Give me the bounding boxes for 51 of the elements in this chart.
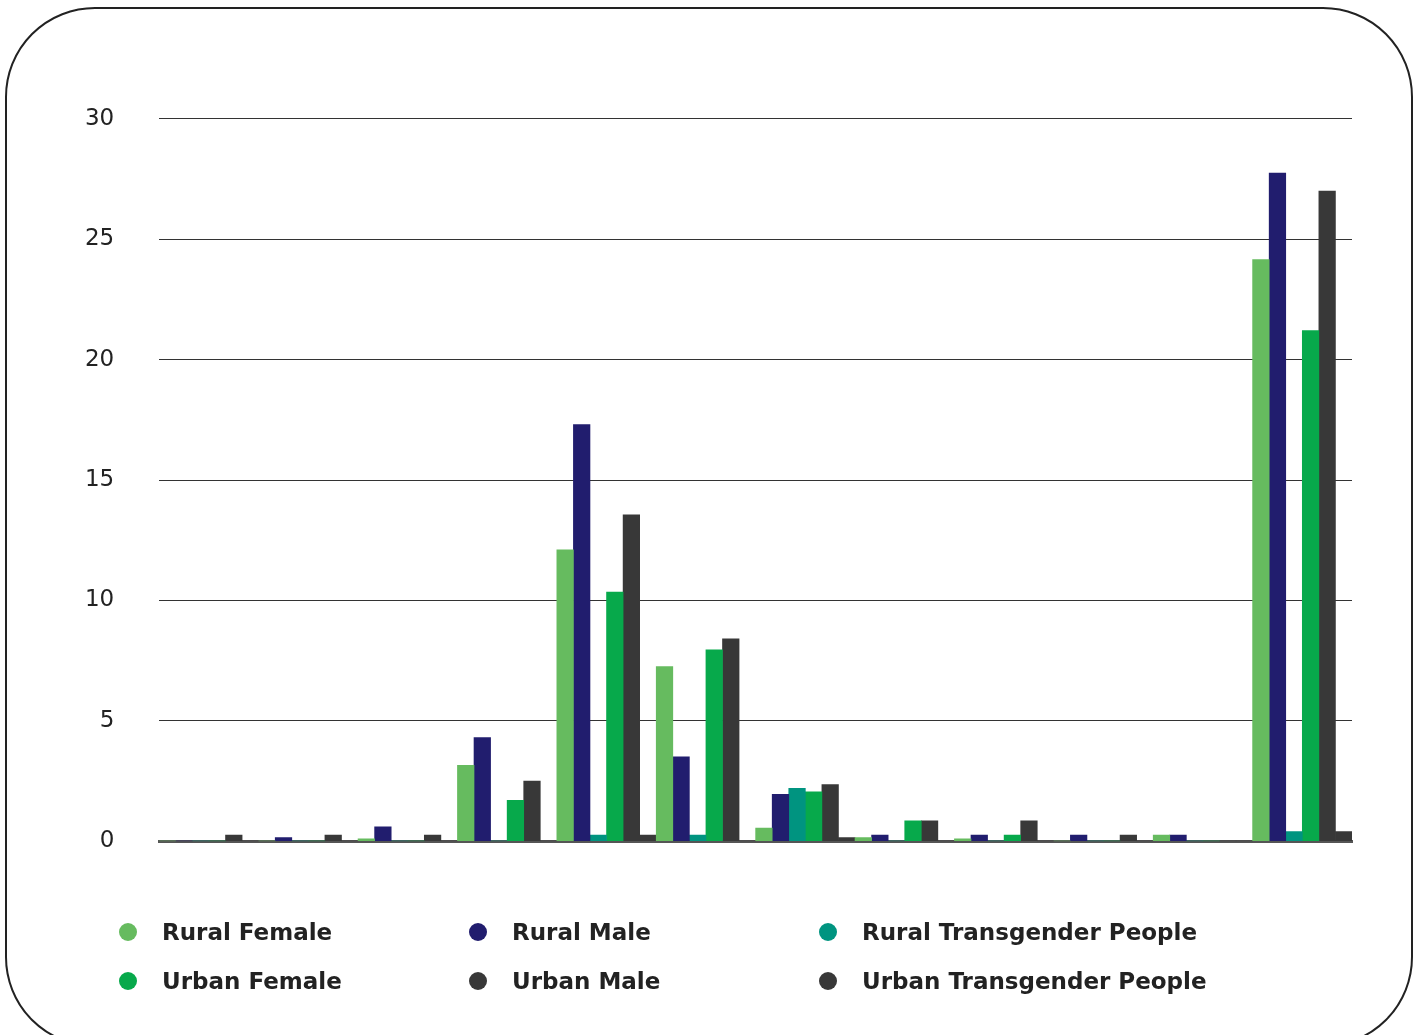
- legend-label: Rural Female: [162, 918, 333, 945]
- bar: [1003, 834, 1022, 842]
- bar: [689, 834, 707, 842]
- bar: [523, 780, 541, 842]
- bar: [1070, 834, 1088, 842]
- bar: [1252, 259, 1270, 842]
- y-tick-label: 20: [84, 344, 115, 371]
- bar: [1268, 172, 1287, 842]
- bar: [506, 799, 525, 842]
- bar: [672, 756, 690, 842]
- bar: [324, 834, 342, 842]
- bar: [457, 765, 475, 842]
- bar: [1169, 834, 1187, 842]
- bar: [705, 649, 723, 842]
- bar: [573, 424, 591, 842]
- bar: [473, 737, 491, 842]
- bar: [771, 793, 790, 842]
- bar: [1020, 820, 1038, 842]
- y-tick-label: 30: [84, 103, 115, 130]
- bar: [920, 820, 939, 842]
- y-tick-label: 0: [99, 826, 115, 853]
- legend-label: Urban Transgender People: [862, 967, 1207, 994]
- bar: [423, 834, 442, 842]
- bar: [1285, 831, 1303, 842]
- legend-label: Urban Male: [512, 967, 661, 994]
- bar: [357, 838, 375, 842]
- y-tick-label: 5: [99, 705, 115, 732]
- legend-label: Rural Male: [512, 918, 651, 945]
- bar: [871, 834, 889, 842]
- bar: [655, 666, 674, 842]
- bar: [805, 791, 823, 842]
- bar: [904, 820, 922, 842]
- y-tick-label: 25: [84, 224, 115, 251]
- bar: [788, 787, 806, 842]
- bar: [589, 834, 607, 842]
- bar: [954, 838, 972, 842]
- y-tick-label: 15: [84, 464, 115, 491]
- bar: [274, 837, 293, 842]
- bar: [1301, 330, 1320, 842]
- bar: [556, 549, 574, 842]
- legend-label: Rural Transgender People: [862, 918, 1197, 945]
- y-tick-label: 10: [84, 585, 115, 612]
- bar: [374, 826, 392, 842]
- bar: [1152, 834, 1171, 842]
- bar: [755, 827, 773, 842]
- bar: [1119, 834, 1137, 842]
- bar: [606, 591, 624, 842]
- bar: [854, 837, 872, 842]
- legend-label: Urban Female: [162, 967, 342, 994]
- bar: [225, 834, 243, 842]
- bar: [970, 834, 988, 842]
